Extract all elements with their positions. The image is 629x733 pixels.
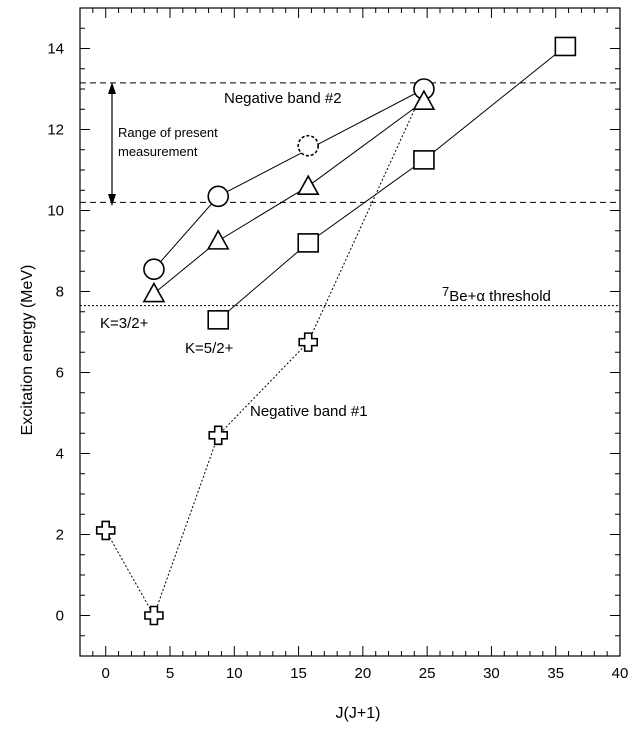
series-0-line xyxy=(105,88,425,617)
x-tick-label-35: 35 xyxy=(547,665,564,682)
x-tick-label-30: 30 xyxy=(483,665,500,682)
series-1-point-1 xyxy=(207,185,230,208)
x-tick-label-20: 20 xyxy=(355,665,372,682)
y-tick-label-6: 6 xyxy=(56,365,64,382)
y-tick-label-0: 0 xyxy=(56,608,64,625)
x-axis-label: J(J+1) xyxy=(336,705,381,722)
y-tick-label-10: 10 xyxy=(47,203,64,220)
annotation-k52: K=5/2+ xyxy=(185,340,234,357)
series-4-point-0 xyxy=(207,310,230,330)
annotation-k32: K=3/2+ xyxy=(100,315,149,332)
y-axis-label: Excitation energy (MeV) xyxy=(19,265,36,436)
annotation-negative-band-2: Negative band #2 xyxy=(224,90,342,107)
x-tick-label-40: 40 xyxy=(612,665,629,682)
x-tick-label-5: 5 xyxy=(166,665,174,682)
series-3-point-2 xyxy=(296,174,320,195)
series-1-point-0 xyxy=(143,258,165,281)
plot-frame xyxy=(79,7,621,657)
series-0-point-1 xyxy=(144,605,164,626)
x-tick-label-25: 25 xyxy=(419,665,436,682)
hline-layer xyxy=(80,82,620,307)
annotation-negative-band-1: Negative band #1 xyxy=(250,403,368,420)
annotation-range-line1: Range of present xyxy=(118,125,218,140)
annotation-range-line2: measurement xyxy=(118,144,198,159)
y-tick-label-2: 2 xyxy=(56,527,64,544)
series-3-line xyxy=(153,100,425,294)
range-arrow xyxy=(108,82,116,206)
axes-layer: 0 5 10 15 20 25 30 35 40 0 2 4 6 8 10 12 14 xyxy=(47,7,629,682)
series-4-point-3 xyxy=(554,36,577,57)
x-tick-label-15: 15 xyxy=(290,665,307,682)
series-0-point-3 xyxy=(298,332,319,352)
series-4-line xyxy=(217,46,566,321)
y-tick-label-12: 12 xyxy=(47,122,64,139)
series-1-line xyxy=(153,88,425,270)
threshold-text: Be+α threshold xyxy=(449,288,551,305)
series-0-point-0 xyxy=(95,520,116,541)
threshold-superscript: 7 xyxy=(442,284,449,299)
y-tick-label-14: 14 xyxy=(47,41,64,58)
y-tick-label-4: 4 xyxy=(56,446,64,463)
x-tick-label-10: 10 xyxy=(226,665,243,682)
series-3-point-0 xyxy=(142,281,166,303)
series-0-point-2 xyxy=(208,425,229,446)
series-layer xyxy=(95,36,577,626)
y-tick-label-8: 8 xyxy=(56,284,64,301)
series-4-point-1 xyxy=(297,233,320,253)
series-2-point-0 xyxy=(297,134,320,157)
annotation-threshold: 7Be+α threshold xyxy=(442,284,551,305)
series-3-point-1 xyxy=(206,229,230,250)
series-4-point-2 xyxy=(413,150,435,170)
x-tick-label-0: 0 xyxy=(102,665,110,682)
series-3-point-3 xyxy=(412,89,436,110)
